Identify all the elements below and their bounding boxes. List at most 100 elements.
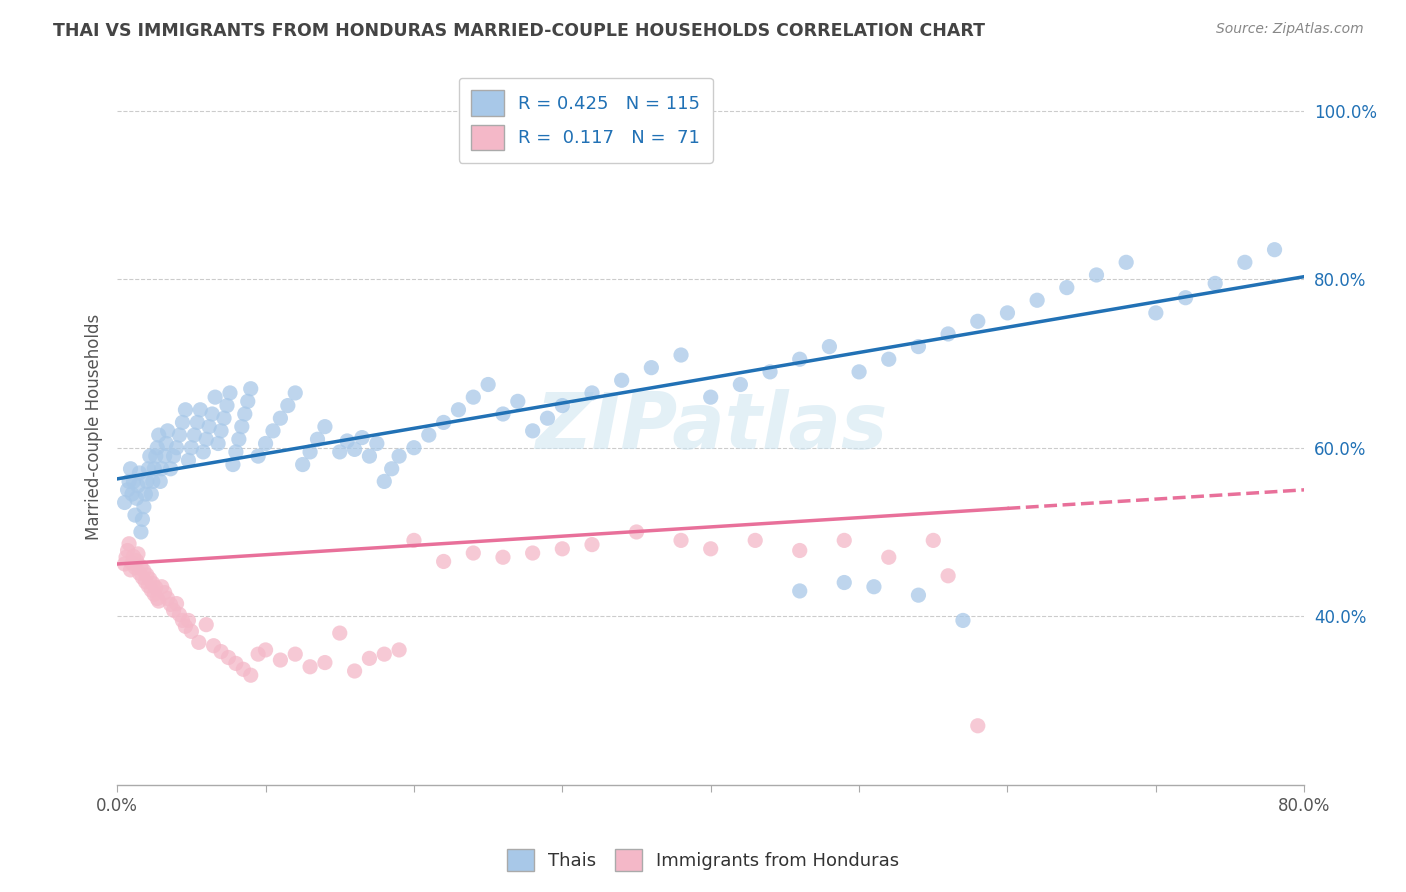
- Point: [388, 449, 411, 463]
- Point: [669, 348, 692, 362]
- Point: [1026, 293, 1049, 308]
- Point: [433, 554, 456, 568]
- Point: [359, 449, 381, 463]
- Point: [269, 411, 291, 425]
- Point: [120, 563, 142, 577]
- Point: [1056, 280, 1078, 294]
- Point: [522, 546, 544, 560]
- Point: [162, 603, 184, 617]
- Point: [832, 533, 855, 548]
- Point: [222, 458, 245, 472]
- Point: [145, 581, 167, 595]
- Point: [877, 550, 900, 565]
- Point: [155, 436, 177, 450]
- Point: [129, 524, 152, 539]
- Point: [291, 458, 314, 472]
- Point: [204, 390, 226, 404]
- Point: [139, 572, 162, 586]
- Point: [863, 580, 886, 594]
- Point: [118, 475, 141, 489]
- Point: [1115, 255, 1137, 269]
- Point: [174, 402, 197, 417]
- Point: [121, 556, 143, 570]
- Point: [522, 424, 544, 438]
- Point: [759, 365, 782, 379]
- Point: [966, 719, 988, 733]
- Point: [551, 399, 574, 413]
- Point: [188, 402, 211, 417]
- Point: [156, 424, 179, 438]
- Point: [153, 449, 176, 463]
- Point: [117, 483, 139, 497]
- Point: [907, 340, 929, 354]
- Point: [789, 543, 811, 558]
- Point: [114, 557, 136, 571]
- Point: [329, 445, 352, 459]
- Point: [314, 419, 336, 434]
- Point: [610, 373, 633, 387]
- Point: [699, 390, 721, 404]
- Point: [314, 656, 336, 670]
- Point: [166, 597, 188, 611]
- Point: [254, 643, 277, 657]
- Point: [180, 624, 202, 639]
- Point: [134, 574, 156, 589]
- Point: [818, 340, 841, 354]
- Point: [209, 645, 232, 659]
- Point: [581, 386, 603, 401]
- Point: [277, 399, 299, 413]
- Point: [150, 580, 173, 594]
- Point: [730, 377, 752, 392]
- Point: [122, 549, 145, 564]
- Point: [159, 462, 181, 476]
- Point: [536, 411, 558, 425]
- Point: [640, 360, 662, 375]
- Point: [146, 591, 169, 606]
- Point: [212, 411, 235, 425]
- Point: [832, 575, 855, 590]
- Point: [169, 607, 191, 622]
- Point: [477, 377, 499, 392]
- Point: [148, 428, 170, 442]
- Point: [581, 538, 603, 552]
- Y-axis label: Married-couple Households: Married-couple Households: [86, 313, 103, 540]
- Point: [134, 487, 156, 501]
- Point: [307, 432, 329, 446]
- Point: [299, 445, 322, 459]
- Point: [744, 533, 766, 548]
- Point: [125, 491, 148, 506]
- Point: [1204, 277, 1226, 291]
- Point: [121, 487, 143, 501]
- Point: [447, 402, 470, 417]
- Point: [145, 449, 167, 463]
- Point: [350, 431, 373, 445]
- Point: [138, 579, 160, 593]
- Point: [225, 445, 247, 459]
- Point: [373, 475, 395, 489]
- Point: [125, 553, 148, 567]
- Point: [139, 449, 162, 463]
- Point: [166, 441, 188, 455]
- Point: [463, 390, 485, 404]
- Point: [669, 533, 692, 548]
- Point: [463, 546, 485, 560]
- Point: [388, 643, 411, 657]
- Point: [789, 583, 811, 598]
- Point: [115, 550, 138, 565]
- Point: [198, 419, 221, 434]
- Point: [149, 475, 172, 489]
- Point: [118, 537, 141, 551]
- Point: [936, 568, 959, 582]
- Point: [143, 587, 166, 601]
- Point: [117, 543, 139, 558]
- Point: [269, 653, 291, 667]
- Point: [299, 660, 322, 674]
- Legend: Thais, Immigrants from Honduras: Thais, Immigrants from Honduras: [499, 842, 907, 879]
- Point: [336, 434, 359, 448]
- Point: [433, 416, 456, 430]
- Point: [128, 566, 150, 581]
- Point: [966, 314, 988, 328]
- Point: [359, 651, 381, 665]
- Point: [174, 619, 197, 633]
- Point: [162, 449, 184, 463]
